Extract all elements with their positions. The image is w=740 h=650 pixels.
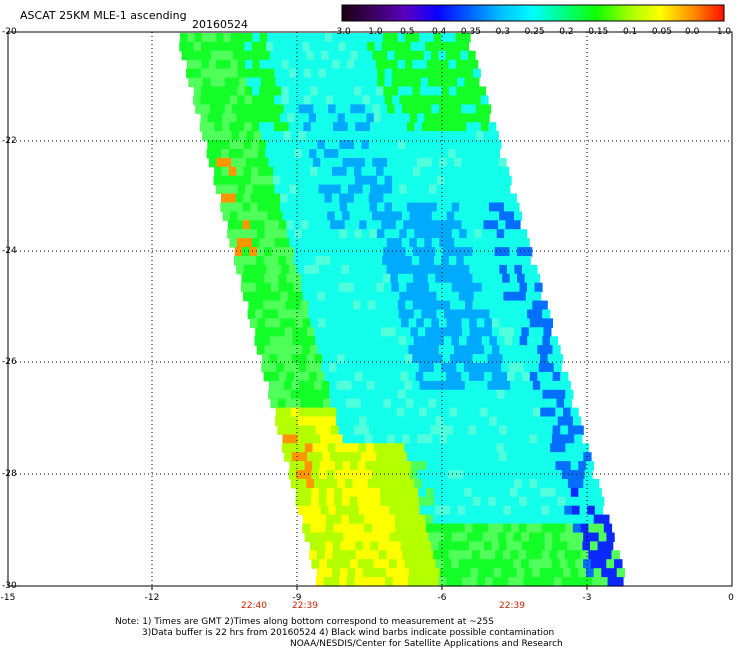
lat-label: -26 [2,357,17,367]
colorbar-tick-label: -0.1 [619,27,638,37]
note-line-2: 3)Data buffer is 22 hrs from 20160524 4)… [142,628,555,638]
lon-label: -3 [582,593,592,603]
lon-label: 0 [728,593,734,603]
lat-label: -30 [2,581,17,591]
colorbar-tick-label: 1.0 [716,27,732,37]
note-line-1: Note: 1) Times are GMT 2)Times along bot… [115,617,494,627]
colorbar-tick-label: -0.3 [492,27,510,37]
lat-label: -22 [2,136,17,146]
swath-cells [179,33,625,587]
lon-label: -6 [437,593,447,603]
colorbar-tick-label: -3.0 [333,27,351,37]
colorbar-scale [341,4,725,22]
colorbar-tick-label: -0.4 [428,27,447,37]
colorbar-tick-label: -0.25 [521,27,545,37]
pass-time-label: 22:39 [499,601,525,611]
product-date: 20160524 [192,18,248,31]
pass-time-label: 22:39 [292,601,318,611]
colorbar-tick-label: -0.35 [457,27,481,37]
credit-line: NOAA/NESDIS/Center for Satellite Applica… [290,639,563,649]
colorbar-tick-label: -0.15 [585,27,609,37]
product-title: ASCAT 25KM MLE-1 ascending [20,9,187,22]
lat-label: -28 [2,469,17,479]
colorbar-tick-label: -0.5 [396,27,415,37]
lon-label: -15 [0,593,16,603]
tick-marks [151,586,588,590]
lon-label: -12 [144,593,160,603]
lat-label: -24 [2,246,17,256]
map-frame [7,31,733,587]
colorbar-tick-label: -0.2 [556,27,574,37]
colorbar-tick-label: 0.0 [684,27,700,37]
colorbar-tick-label: -1.0 [365,27,383,37]
colorbar-tick-label: -0.05 [648,27,672,37]
lon-label: -9 [292,593,302,603]
pass-time-label: 22:40 [241,601,267,611]
graticule [8,32,732,586]
colorbar [341,4,725,22]
lat-label: -20 [2,27,17,37]
